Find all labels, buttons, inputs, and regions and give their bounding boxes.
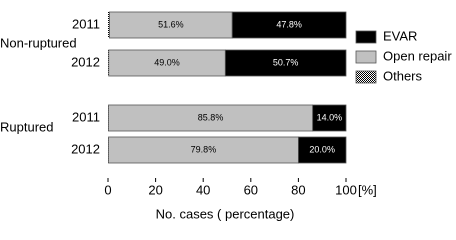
value-label: 50.7% [273, 57, 299, 67]
x-axis-label: No. cases ( percentage) [156, 206, 295, 221]
legend-label: Open repair [383, 48, 452, 63]
value-label: 79.8% [191, 144, 217, 154]
value-label: 14.0% [317, 112, 343, 122]
legend-swatch [355, 70, 377, 84]
value-label: 49.0% [154, 57, 180, 67]
x-unit: [%] [358, 182, 377, 197]
x-tick-label: 20 [148, 182, 162, 197]
bar-segment [108, 136, 299, 164]
x-tick-label: 100 [335, 182, 357, 197]
legend-label: Others [383, 68, 423, 83]
bar-segment [108, 12, 110, 38]
group-label: Ruptured [0, 119, 53, 134]
legend-swatch [355, 50, 377, 64]
x-tick-label: 0 [104, 182, 111, 197]
value-label: 51.6% [158, 19, 184, 29]
category-label: 2012 [71, 54, 100, 69]
category-label: 2012 [71, 141, 100, 156]
x-tick-label: 80 [291, 182, 305, 197]
x-tick-label: 60 [244, 182, 258, 197]
value-label: 20.0% [309, 144, 335, 154]
bar-segment [224, 49, 347, 77]
legend-swatch [355, 30, 377, 44]
x-tick-label: 40 [196, 182, 210, 197]
category-label: 2011 [72, 109, 100, 124]
value-label: 85.8% [198, 112, 224, 122]
category-label: 2011 [72, 16, 100, 31]
page: {"chart_data": {"type": "stacked-bar-hor… [0, 11, 453, 222]
bar-segment [108, 104, 314, 132]
bar-segment [109, 11, 233, 39]
chart: No. cases ( percentage) 0 20 40 60 80 100 [%] N… [0, 11, 452, 221]
bar-segment [312, 104, 347, 132]
value-label: 47.8% [276, 19, 302, 29]
bar-segment [108, 49, 226, 77]
bar-segment [231, 11, 347, 39]
legend-label: EVAR [383, 28, 417, 43]
group-label: Non-ruptured [0, 35, 77, 50]
bar-segment [297, 136, 347, 164]
